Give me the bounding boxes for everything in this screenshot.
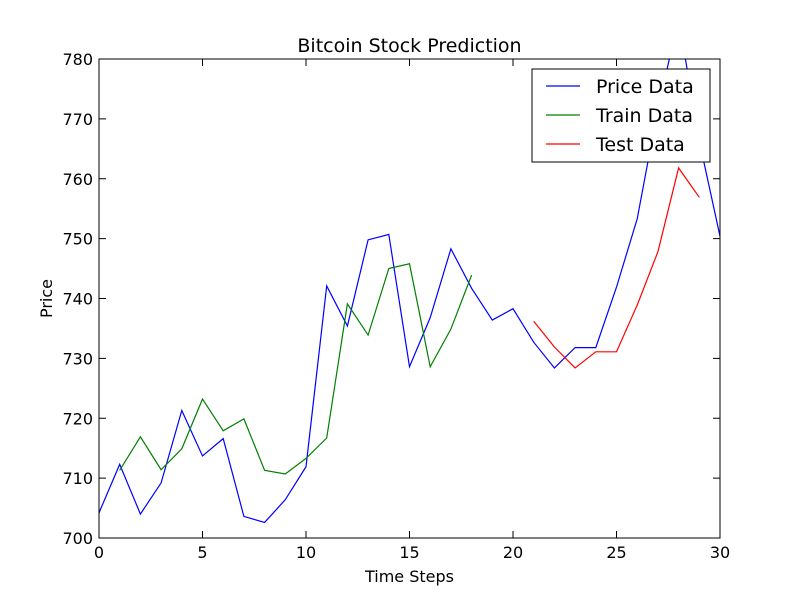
x-tick-label: 15 (399, 543, 419, 562)
legend-label-price-data: Price Data (596, 76, 694, 98)
y-axis-label: Price (37, 279, 56, 318)
y-tick-label: 780 (62, 50, 93, 69)
x-tick-label: 10 (296, 543, 316, 562)
chart-title: Bitcoin Stock Prediction (297, 35, 521, 57)
x-tick-label: 25 (606, 543, 626, 562)
x-axis: 0 5 10 15 20 25 30 (94, 59, 730, 562)
y-tick-label: 760 (62, 170, 93, 189)
y-tick-label: 710 (62, 469, 93, 488)
y-tick-label: 730 (62, 349, 93, 368)
series-line-train-data (119, 263, 473, 475)
series-layer (99, 59, 720, 524)
y-axis: 700 710 720 730 740 750 760 770 780 (62, 50, 720, 548)
y-tick-label: 740 (62, 290, 93, 309)
legend-label-train-data: Train Data (595, 105, 693, 127)
y-tick-label: 750 (62, 230, 93, 249)
x-axis-label: Time Steps (364, 567, 454, 586)
series-line-test-data (533, 166, 700, 369)
legend: Price Data Train Data Test Data (531, 68, 711, 163)
y-tick-label: 700 (62, 529, 93, 548)
x-tick-label: 30 (710, 543, 730, 562)
legend-label-test-data: Test Data (595, 134, 685, 156)
series-line-price-data (99, 59, 720, 524)
y-tick-label: 770 (62, 110, 93, 129)
x-tick-label: 20 (503, 543, 523, 562)
x-tick-label: 5 (197, 543, 207, 562)
y-tick-label: 720 (62, 409, 93, 428)
x-tick-label: 0 (94, 543, 104, 562)
